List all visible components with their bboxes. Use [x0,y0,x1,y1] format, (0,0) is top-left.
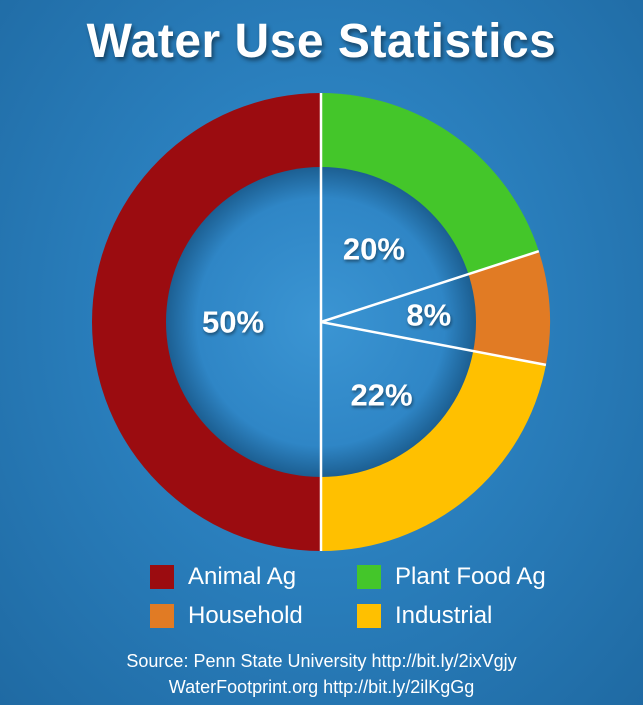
source-note: Source: Penn State University http://bit… [0,648,643,700]
legend: Animal Ag Plant Food Ag Household Indust… [0,555,643,645]
slice-divider [320,250,540,324]
legend-item-plant-food-ag: Plant Food Ag [357,563,546,591]
source-line-1: Source: Penn State University http://bit… [126,651,517,671]
data-label-animal-ag: 50% [202,305,264,340]
legend-item-animal-ag: Animal Ag [150,563,296,591]
legend-swatch [357,604,381,628]
legend-label: Animal Ag [188,563,297,590]
legend-swatch [150,565,174,589]
legend-swatch [150,604,174,628]
data-label-industrial: 22% [351,378,413,413]
legend-swatch [357,565,381,589]
source-line-2: WaterFootprint.org http://bit.ly/2ilKgGg [168,677,475,697]
legend-label: Plant Food Ag [395,563,546,590]
legend-item-industrial: Industrial [357,602,492,630]
data-label-plant-food-ag: 20% [343,232,405,267]
data-label-household: 8% [406,298,451,333]
chart-title: Water Use Statistics [86,15,557,68]
legend-label: Household [188,602,303,629]
legend-item-household: Household [150,602,303,630]
slice-divider [320,320,547,367]
legend-label: Industrial [395,602,493,629]
